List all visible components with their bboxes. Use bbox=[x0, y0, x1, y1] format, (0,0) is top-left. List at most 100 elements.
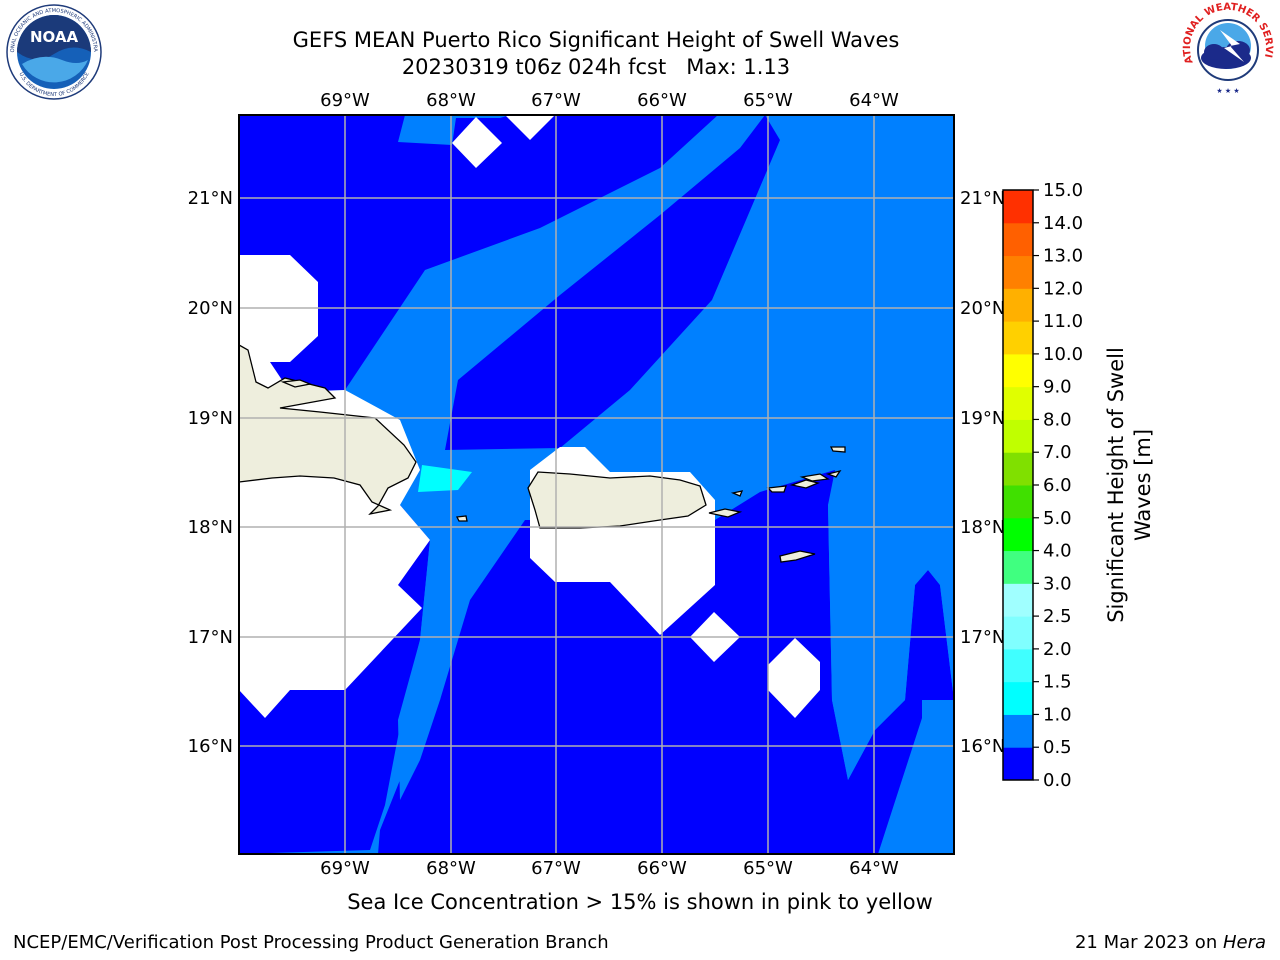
colorbar-segment bbox=[1003, 452, 1033, 486]
land-vieques bbox=[708, 508, 743, 518]
swell-band-0-0.5-caribbean bbox=[378, 470, 954, 854]
lon-label-bottom: 68°W bbox=[426, 858, 476, 879]
noaa-logo: NOAA NATIONAL OCEANIC AND ATMOSPHERIC AD… bbox=[2, 2, 102, 100]
lon-label-top: 64°W bbox=[849, 90, 899, 111]
land-st-john bbox=[789, 479, 821, 489]
colorbar-segment bbox=[1003, 419, 1033, 453]
run-date-text: 21 Mar 2023 on bbox=[1074, 932, 1223, 953]
colorbar-segment bbox=[1003, 288, 1033, 322]
colorbar-segment bbox=[1003, 616, 1033, 650]
land-virgin-gorda bbox=[825, 469, 842, 478]
lon-label-bottom: 66°W bbox=[637, 858, 687, 879]
colorbar-tick-label: 13.0 bbox=[1043, 246, 1083, 267]
colorbar-label: Significant Height of Swell bbox=[1104, 347, 1128, 623]
colorbar-tick-label: 9.0 bbox=[1043, 377, 1072, 398]
lon-label-top: 67°W bbox=[531, 90, 581, 111]
chart-title: GEFS MEAN Puerto Rico Significant Height… bbox=[292, 28, 900, 52]
producer-credit: NCEP/EMC/Verification Post Processing Pr… bbox=[13, 932, 609, 953]
swell-band-0.5-1-east bbox=[828, 470, 954, 780]
colorbar-tick-label: 0.0 bbox=[1043, 770, 1072, 791]
lon-label-top: 68°W bbox=[426, 90, 476, 111]
colorbar-tick-label: 15.0 bbox=[1043, 180, 1083, 201]
colorbar-ticks: 0.0 0.5 1.0 1.5 2.0 2.5 3.0 4.0 5.0 6.0 7.0 8.0 9.0 1… bbox=[1033, 180, 1083, 791]
run-host: Hera bbox=[1222, 932, 1266, 953]
lon-label-bottom: 65°W bbox=[743, 858, 793, 879]
colorbar-segment bbox=[1003, 222, 1033, 257]
noaa-wordmark: NOAA bbox=[30, 28, 79, 46]
colorbar-tick-label: 12.0 bbox=[1043, 278, 1083, 299]
graticule bbox=[239, 115, 954, 854]
lat-label-right: 21°N bbox=[960, 188, 1005, 209]
lon-label-bottom: 69°W bbox=[320, 858, 370, 879]
colorbar-tick-label: 1.0 bbox=[1043, 704, 1072, 725]
colorbar-segment bbox=[1003, 353, 1033, 388]
lat-label-right: 18°N bbox=[960, 517, 1005, 538]
colorbar-segment bbox=[1003, 681, 1033, 715]
sea-ice-caption: Sea Ice Concentration > 15% is shown in … bbox=[347, 890, 933, 914]
colorbar-segment bbox=[1003, 747, 1033, 781]
mask-north-1 bbox=[452, 117, 502, 168]
land-tortola bbox=[799, 473, 830, 482]
colorbar-tick-label: 3.0 bbox=[1043, 573, 1072, 594]
colorbar-tick-label: 11.0 bbox=[1043, 311, 1083, 332]
lat-label-right: 16°N bbox=[960, 736, 1005, 757]
colorbar-segment bbox=[1003, 255, 1033, 289]
nws-stars: ★ ★ ★ bbox=[1216, 87, 1239, 95]
lat-label-left: 17°N bbox=[188, 627, 233, 648]
lon-label-bottom: 67°W bbox=[531, 858, 581, 879]
lat-label-left: 19°N bbox=[188, 408, 233, 429]
colorbar-tick-label: 2.0 bbox=[1043, 639, 1072, 660]
colorbar-segment bbox=[1003, 190, 1033, 224]
colorbar bbox=[1002, 189, 1034, 781]
lat-label-left: 18°N bbox=[188, 517, 233, 538]
colorbar-tick-label: 1.5 bbox=[1043, 672, 1072, 693]
colorbar-tick-label: 5.0 bbox=[1043, 508, 1072, 529]
colorbar-segment bbox=[1003, 648, 1033, 683]
colorbar-tick-label: 4.0 bbox=[1043, 541, 1072, 562]
colorbar-tick-label: 14.0 bbox=[1043, 213, 1083, 234]
swell-band-0.5-1-mona-tongue bbox=[398, 448, 600, 800]
lat-label-right: 17°N bbox=[960, 627, 1005, 648]
colorbar-segment bbox=[1003, 321, 1033, 355]
swell-band-1-1.5 bbox=[418, 465, 472, 492]
lon-label-top: 66°W bbox=[637, 90, 687, 111]
chart-subtitle: 20230319 t06z 024h fcst Max: 1.13 bbox=[401, 55, 791, 79]
run-date: 21 Mar 2023 on Hera bbox=[1075, 932, 1266, 953]
colorbar-segment bbox=[1003, 550, 1033, 584]
colorbar-tick-label: 8.0 bbox=[1043, 409, 1072, 430]
swell-band-0.5-1-southeast bbox=[878, 700, 954, 854]
lat-label-left: 21°N bbox=[188, 188, 233, 209]
land-north-cays bbox=[280, 379, 313, 388]
nws-logo: NATIONAL WEATHER SERVICE ★ ★ ★ bbox=[1178, 0, 1274, 95]
colorbar-tick-label: 0.5 bbox=[1043, 737, 1072, 758]
colorbar-tick-label: 6.0 bbox=[1043, 475, 1072, 496]
colorbar-segment bbox=[1003, 485, 1033, 519]
mask-south-2 bbox=[768, 638, 820, 718]
land-mona-island bbox=[456, 515, 468, 522]
colorbar-tick-label: 7.0 bbox=[1043, 442, 1072, 463]
swell-band-0-0.5-northwest bbox=[239, 115, 718, 392]
lat-label-right: 20°N bbox=[960, 298, 1005, 319]
mask-north-2 bbox=[505, 115, 555, 140]
lat-label-right: 19°N bbox=[960, 408, 1005, 429]
land-hispaniola bbox=[239, 344, 417, 516]
colorbar-segment bbox=[1003, 517, 1033, 552]
land-anegada bbox=[829, 446, 846, 453]
colorbar-segment bbox=[1003, 714, 1033, 748]
land-st-croix bbox=[779, 550, 816, 563]
mask-hispaniola bbox=[239, 255, 430, 718]
land-st-thomas bbox=[766, 485, 787, 493]
colorbar-label-units: Waves [m] bbox=[1131, 429, 1155, 541]
lat-label-left: 20°N bbox=[188, 298, 233, 319]
lat-label-left: 16°N bbox=[188, 736, 233, 757]
colorbar-segment bbox=[1003, 583, 1033, 617]
colorbar-segment bbox=[1003, 386, 1033, 420]
lon-label-bottom: 64°W bbox=[849, 858, 899, 879]
colorbar-tick-label: 2.5 bbox=[1043, 606, 1072, 627]
map-frame bbox=[238, 114, 955, 855]
lon-label-top: 65°W bbox=[743, 90, 793, 111]
colorbar-tick-label: 10.0 bbox=[1043, 344, 1083, 365]
lon-label-top: 69°W bbox=[320, 90, 370, 111]
land-culebra bbox=[730, 490, 744, 497]
